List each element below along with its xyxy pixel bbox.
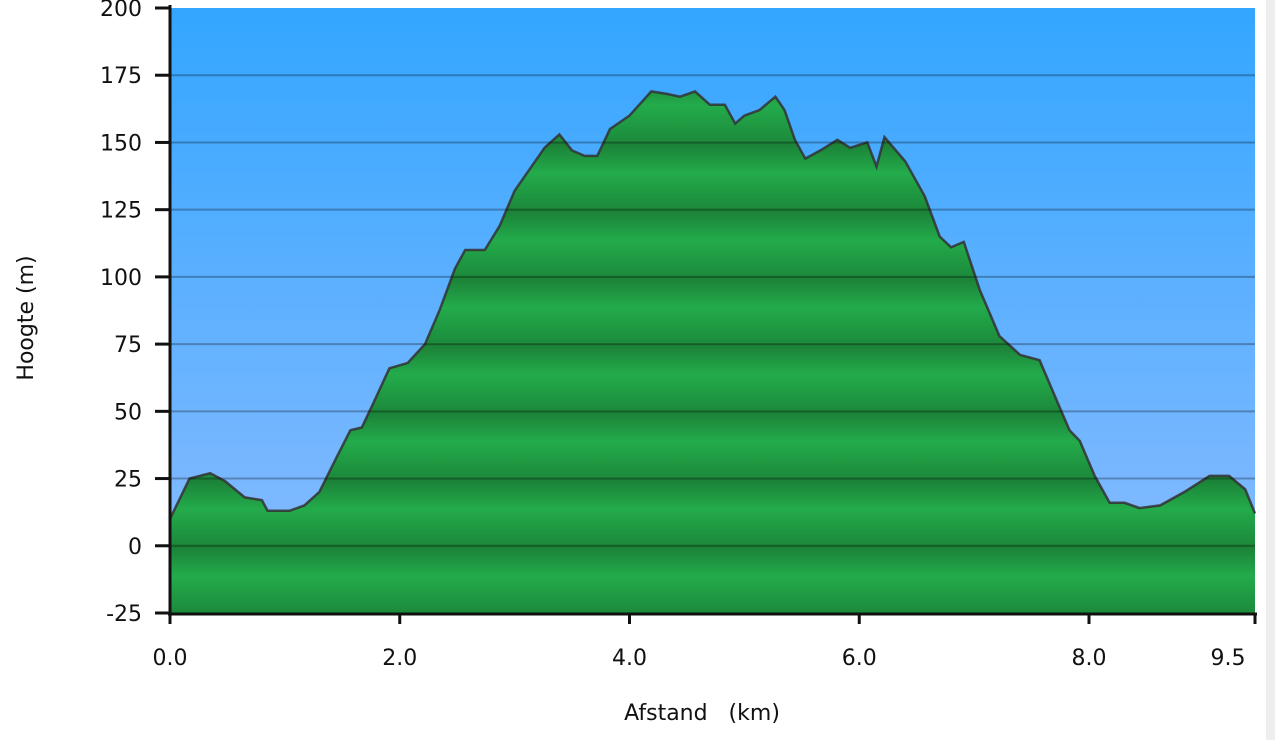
y-tick-label: 200	[100, 0, 142, 22]
y-axis-label: Hoogte (m)	[14, 255, 39, 380]
y-tick-label: 175	[100, 64, 142, 89]
x-tick-label: 0.0	[153, 646, 188, 671]
y-tick-label: 25	[114, 468, 142, 493]
x-tick-label: 6.0	[842, 646, 877, 671]
y-tick-label: -25	[106, 602, 142, 627]
x-tick-label: 8.0	[1072, 646, 1107, 671]
elevation-area	[170, 91, 1255, 613]
y-tick-label: 75	[114, 333, 142, 358]
y-tick-label: 0	[128, 535, 142, 560]
y-tick-label: 125	[100, 199, 142, 224]
x-axis-label: Afstand (km)	[624, 701, 780, 726]
elevation-line	[168, 89, 1257, 520]
y-tick-label: 150	[100, 131, 142, 156]
scrollbar[interactable]	[1266, 0, 1275, 740]
x-tick-label: 2.0	[382, 646, 417, 671]
x-tick-label: 4.0	[612, 646, 647, 671]
y-tick-label: 50	[114, 400, 142, 425]
x-tick-label-end: 9.5	[1211, 646, 1246, 671]
y-tick-label: 100	[100, 266, 142, 291]
